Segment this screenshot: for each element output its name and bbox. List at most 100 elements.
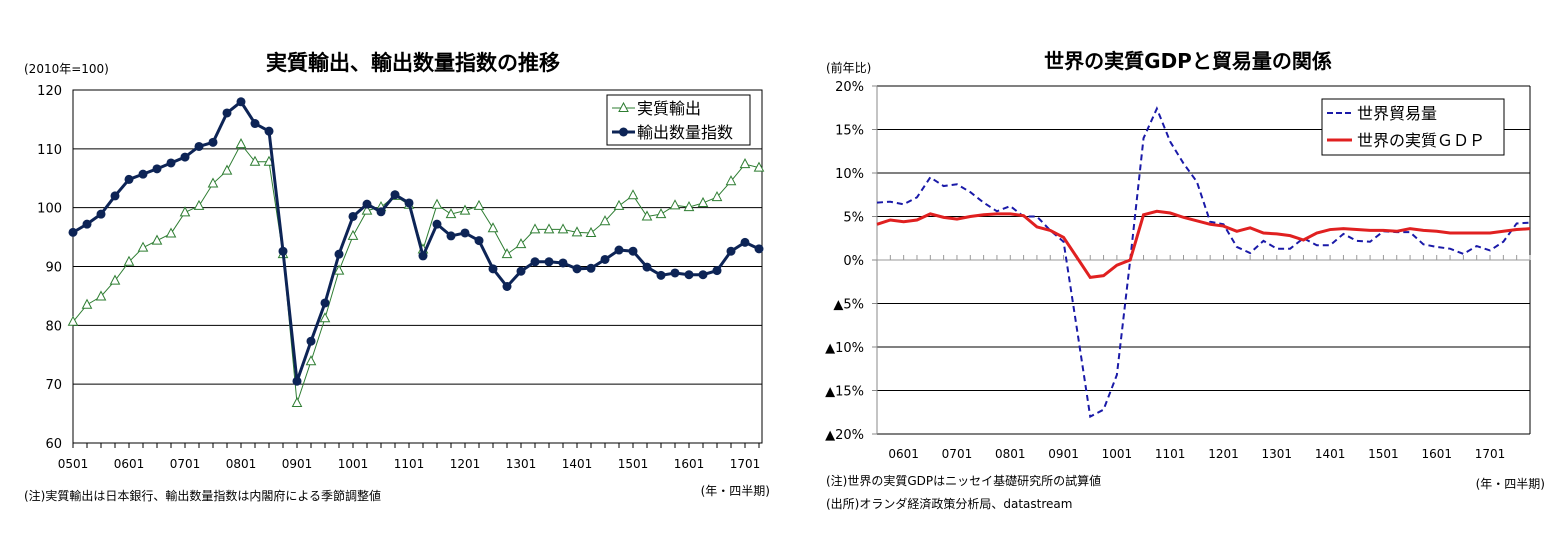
data-point-export-volume-index [124,174,134,184]
chart-note: (注)実質輸出は日本銀行、輸出数量指数は内閣府による季節調整値 [24,488,381,503]
chart-note: (注)世界の実質GDPはニッセイ基礎研究所の試算値 [826,473,1101,488]
data-point-export-volume-index [152,164,162,174]
x-axis-label: (年・四半期) [1476,477,1545,491]
data-point-real-exports [613,199,625,210]
data-point-export-volume-index [222,108,232,118]
data-point-export-volume-index [236,97,246,107]
data-point-export-volume-index [740,237,750,247]
x-tick-label: 1201 [450,457,481,471]
x-tick-label: 1401 [562,457,593,471]
x-axis-label: (年・四半期) [701,484,770,498]
data-point-export-volume-index [348,211,358,221]
data-point-real-exports [711,191,723,202]
x-tick-label: 1501 [618,457,649,471]
legend-label-export-volume-index: 輸出数量指数 [637,123,733,142]
data-point-export-volume-index [404,198,414,208]
data-point-export-volume-index [670,268,680,278]
x-tick-label: 1601 [674,457,705,471]
y-tick-label: 70 [45,378,62,393]
data-point-real-exports [67,315,79,326]
y-tick-label: 10% [835,167,864,182]
y-unit-label: (前年比) [826,60,871,75]
data-point-real-exports [739,158,751,169]
series-line-world-trade-volume [876,106,1531,419]
chart-title: 実質輸出、輸出数量指数の推移 [266,51,560,75]
data-point-real-exports [165,227,177,238]
data-point-real-exports [137,241,149,252]
data-point-real-exports [557,223,569,234]
y-tick-label: ▲15% [825,385,864,400]
data-point-real-exports [109,274,121,285]
x-tick-label: 0601 [114,457,145,471]
legend-box [606,94,751,146]
data-point-real-exports [95,290,107,301]
data-point-real-exports [361,204,373,215]
data-point-real-exports [459,204,471,215]
data-point-export-volume-index [754,244,764,254]
x-tick-label: 1001 [1102,447,1133,461]
x-tick-label: 1501 [1368,447,1399,461]
x-tick-label: 1301 [1262,447,1293,461]
data-point-export-volume-index [418,251,428,261]
data-point-real-exports [697,196,709,207]
data-point-export-volume-index [656,270,666,280]
data-point-export-volume-index [586,263,596,273]
legend-marker-export-volume-index [619,127,628,137]
x-tick-label: 1701 [1475,447,1506,461]
data-point-export-volume-index [82,219,92,229]
data-point-export-volume-index [460,228,470,238]
data-point-real-exports [571,226,583,237]
x-tick-label: 1001 [338,457,369,471]
x-tick-label: 0801 [226,457,257,471]
data-point-real-exports [627,189,639,200]
data-point-export-volume-index [600,254,610,264]
x-tick-label: 0901 [1048,447,1079,461]
data-point-real-exports [81,298,93,309]
data-point-real-exports [655,208,667,219]
data-point-real-exports [291,396,303,407]
data-point-export-volume-index [642,262,652,272]
data-point-real-exports [515,238,527,249]
data-point-export-volume-index [502,282,512,292]
data-point-export-volume-index [138,169,148,179]
x-tick-label: 1601 [1421,447,1452,461]
chart-title: 世界の実質GDPと貿易量の関係 [1044,49,1332,73]
data-point-export-volume-index [628,246,638,256]
chart-source: (出所)オランダ経済政策分析局、datastream [826,496,1072,511]
x-tick-label: 1301 [506,457,537,471]
data-point-export-volume-index [334,249,344,259]
data-point-real-exports [445,208,457,219]
data-point-export-volume-index [474,236,484,246]
data-point-real-exports [319,312,331,323]
data-point-export-volume-index [292,376,302,386]
data-point-real-exports [529,223,541,234]
plot-area [72,89,763,444]
data-point-real-exports [123,255,135,266]
data-point-real-exports [683,201,695,212]
x-tick-label: 0801 [995,447,1026,461]
data-point-export-volume-index [320,298,330,308]
data-point-export-volume-index [488,264,498,274]
y-unit-label: (2010年=100) [24,62,109,76]
x-tick-label: 0701 [942,447,973,461]
y-tick-label: 80 [45,319,62,334]
data-point-export-volume-index [96,209,106,219]
y-tick-label: 20% [835,80,864,95]
y-tick-label: 120 [37,84,62,99]
data-point-real-exports [221,164,233,175]
data-point-export-volume-index [390,190,400,200]
y-tick-label: ▲5% [833,298,864,313]
data-point-export-volume-index [306,336,316,346]
data-point-real-exports [753,161,765,172]
data-point-real-exports [179,206,191,217]
data-point-export-volume-index [446,231,456,241]
x-tick-label: 1701 [730,457,761,471]
data-point-export-volume-index [558,258,568,268]
legend-label-world-real-gdp: 世界の実質ＧＤＰ [1357,131,1485,150]
legend-label-real-exports: 実質輸出 [637,99,701,118]
data-point-export-volume-index [712,266,722,276]
data-point-real-exports [235,138,247,149]
data-point-export-volume-index [698,270,708,280]
data-point-real-exports [193,199,205,210]
x-tick-label: 1101 [394,457,425,471]
